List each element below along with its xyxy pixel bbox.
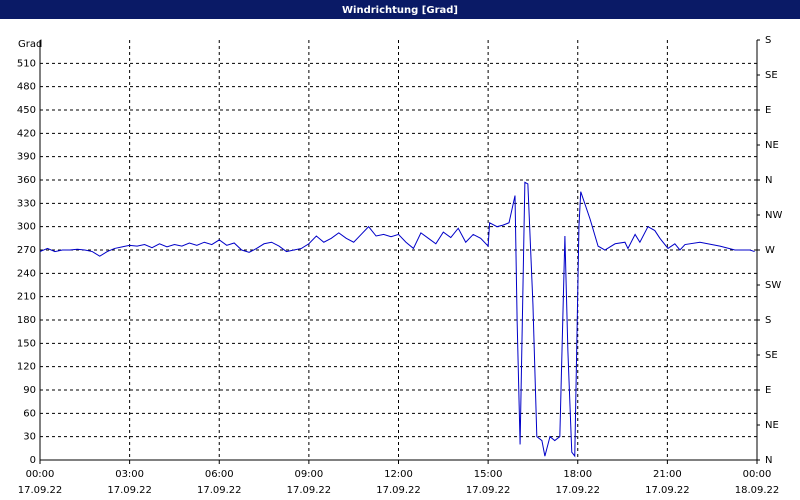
- y2-tick-label: S: [765, 35, 771, 46]
- x-tick-label: 00:00: [26, 469, 55, 480]
- y-tick-label: 270: [17, 245, 36, 256]
- y2-tick-label: S: [765, 315, 771, 326]
- y2-tick-label: W: [765, 245, 775, 256]
- x-tick-label: 00:00: [743, 469, 772, 480]
- y-tick-label: 420: [17, 128, 36, 139]
- y2-tick-label: SE: [765, 350, 778, 361]
- x-tick-date: 17.09.22: [287, 485, 332, 496]
- y-tick-label: 240: [17, 268, 36, 279]
- y-tick-label: 180: [17, 315, 36, 326]
- x-tick-date: 17.09.22: [555, 485, 600, 496]
- x-tick-label: 15:00: [474, 469, 503, 480]
- y-tick-label: 330: [17, 198, 36, 209]
- x-tick-label: 03:00: [115, 469, 144, 480]
- y2-tick-label: NE: [765, 140, 779, 151]
- y-tick-label: 390: [17, 152, 36, 163]
- x-tick-label: 06:00: [205, 469, 234, 480]
- x-tick-date: 18.09.22: [735, 485, 780, 496]
- y2-tick-label: SE: [765, 70, 778, 81]
- y-tick-label: 90: [23, 385, 36, 396]
- x-tick-date: 17.09.22: [107, 485, 152, 496]
- y2-tick-label: SW: [765, 280, 781, 291]
- x-tick-date: 17.09.22: [197, 485, 242, 496]
- y2-tick-label: N: [765, 175, 772, 186]
- x-tick-label: 21:00: [653, 469, 682, 480]
- y2-tick-label: E: [765, 385, 771, 396]
- x-tick-date: 17.09.22: [645, 485, 690, 496]
- y-tick-label: 120: [17, 362, 36, 373]
- y-tick-label: 210: [17, 292, 36, 303]
- title-bar: [0, 0, 800, 19]
- data-line: [39, 181, 755, 458]
- y2-tick-label: NE: [765, 420, 779, 431]
- y-tick-label: 480: [17, 82, 36, 93]
- y-tick-label: 300: [17, 222, 36, 233]
- y2-tick-label: E: [765, 105, 771, 116]
- y-tick-label: 0: [30, 455, 36, 466]
- y-axis-label: Grad: [18, 39, 42, 50]
- x-tick-label: 18:00: [563, 469, 592, 480]
- x-tick-date: 17.09.22: [466, 485, 511, 496]
- y2-tick-label: NW: [765, 210, 782, 221]
- y-tick-label: 450: [17, 105, 36, 116]
- x-tick-label: 09:00: [294, 469, 323, 480]
- y2-tick-label: N: [765, 455, 772, 466]
- x-tick-date: 17.09.22: [18, 485, 63, 496]
- y-tick-label: 360: [17, 175, 36, 186]
- x-tick-date: 17.09.22: [376, 485, 421, 496]
- y-tick-label: 510: [17, 58, 36, 69]
- y-tick-label: 150: [17, 338, 36, 349]
- chart-title: Windrichtung [Grad]: [342, 5, 458, 16]
- x-tick-label: 12:00: [384, 469, 413, 480]
- y-tick-label: 30: [23, 432, 36, 443]
- y-tick-label: 60: [23, 408, 36, 419]
